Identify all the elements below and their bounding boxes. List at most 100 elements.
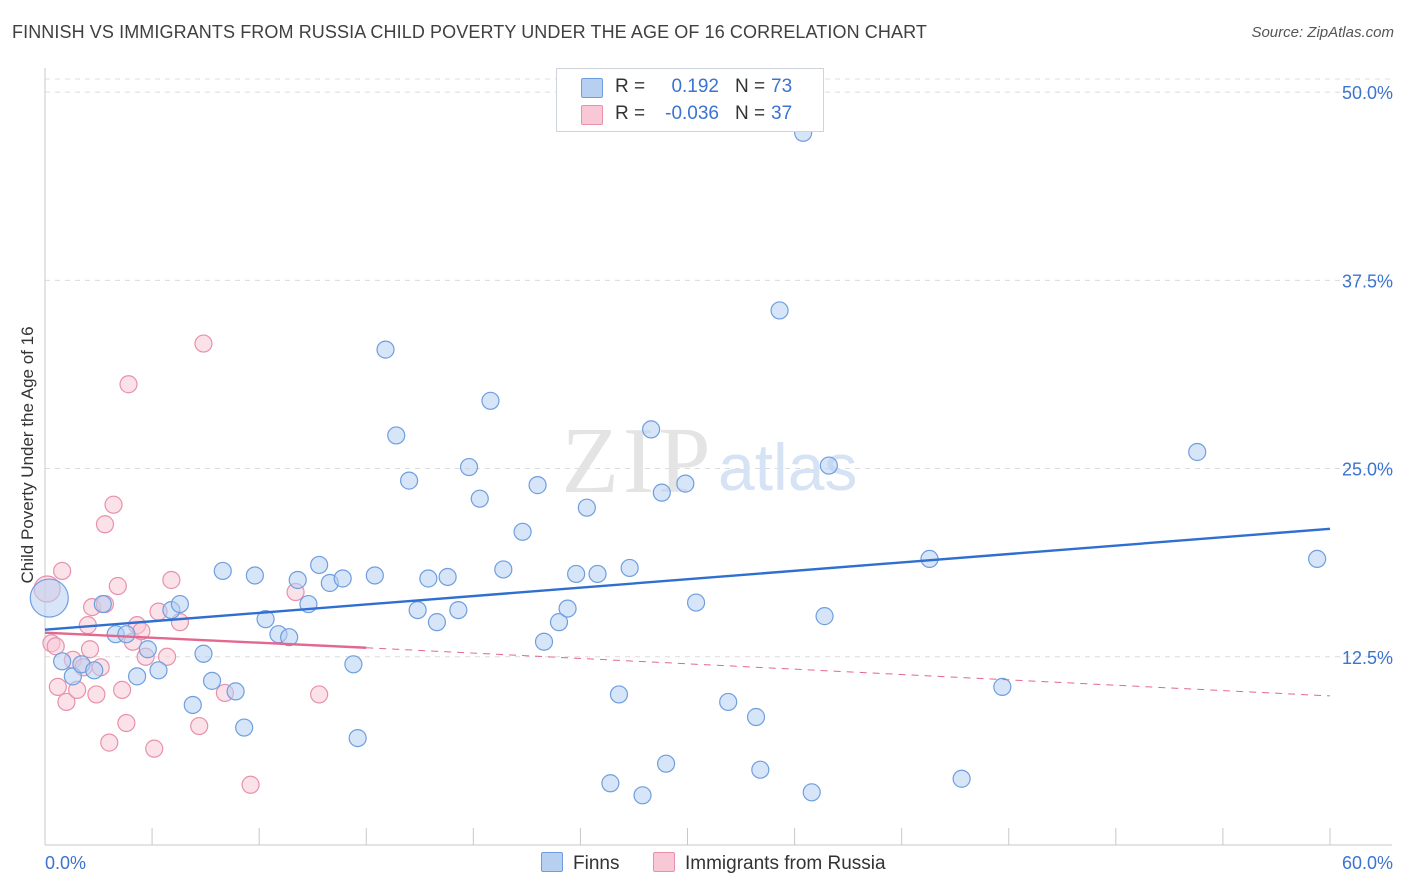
finns-point [1308,549,1327,569]
legend-n-value-russia: 37 [771,103,793,124]
finns-point [449,600,468,620]
finns-point [459,457,479,477]
finns-point [427,613,447,632]
finns-point [93,594,112,614]
finns-point [656,754,676,773]
y-tick-label: 37.5% [1342,271,1393,291]
finns-point [751,760,770,779]
russia-point [119,375,138,394]
bottom-legend-russia: Immigrants from Russia [653,852,886,875]
finns-point [127,667,147,686]
finns-point [256,610,275,629]
finns-point [399,471,419,490]
russia-point [95,515,115,534]
legend-n-label: N = [735,103,766,124]
finns-point [513,522,532,541]
russia-point [46,637,65,656]
russia-point [112,680,132,700]
russia-point [57,692,76,712]
legend-swatch-finns [581,78,603,98]
finns-point [528,476,547,495]
bottom-legend-swatch-russia [653,852,675,872]
finns-point [149,661,168,680]
finns-point [719,692,738,712]
finns-point [376,340,395,359]
russia-point [48,677,67,696]
finns-point [676,474,695,493]
y-tick-label: 12.5% [1342,648,1393,668]
y-tick-label: 50.0% [1342,83,1393,103]
bottom-legend-label-finns: Finns [573,853,620,874]
finns-point [183,695,202,715]
finns-point [601,774,620,793]
y-axis-label: Child Poverty Under the Age of 16 [18,326,37,584]
legend-n-value-finns: 73 [771,76,793,97]
tick-label-layer: 12.5% 25.0% 37.5% 50.0% 0.0% 60.0% [45,83,1393,873]
russia-point [162,570,181,590]
finns-point [408,600,427,620]
x-tick-label-min: 0.0% [45,853,86,873]
y-tick-label: 25.0% [1342,460,1393,480]
finns-point [348,728,367,748]
russia-point [145,739,164,758]
finns-point [577,498,596,517]
finns-point [641,420,661,439]
finns-point [481,391,500,410]
chart-title: FINNISH VS IMMIGRANTS FROM RUSSIA CHILD … [12,22,927,42]
finns-point [29,578,69,618]
finns-point [245,566,264,585]
finns-point [387,426,406,445]
finns-point [202,671,222,690]
bottom-legend-finns: Finns [541,852,619,875]
legend-r-label: R = [615,103,646,124]
finns-point [226,682,245,701]
trendline-layer [44,527,1331,697]
russia-point [80,640,100,659]
finns-points-layer [29,123,1327,805]
finns-point [770,301,789,320]
russia-trendline-extension [366,647,1331,697]
finns-point [288,570,307,590]
legend-r-value-finns: 0.192 [671,76,719,97]
x-tick-label-max: 60.0% [1342,853,1393,873]
finns-point [1188,442,1207,462]
finns-point [802,783,821,802]
finns-point [633,786,652,805]
finns-point [53,652,72,671]
finns-point [686,593,706,612]
finns-point [344,655,363,674]
russia-point [194,334,213,353]
finns-point [993,677,1012,696]
finns-point [558,599,577,618]
finns-point [534,632,554,651]
finns-point [494,560,513,579]
finns-point [419,569,438,588]
finns-point [609,685,629,704]
axis-layer [44,68,1392,846]
russia-point [190,716,209,736]
finns-point [85,661,104,680]
finns-point [952,769,971,788]
finns-point [819,456,838,475]
source-credit: Source: ZipAtlas.com [1251,24,1394,41]
russia-point [87,685,106,704]
grid-layer [45,78,1392,658]
russia-point [241,775,260,794]
russia-point [117,713,136,733]
finns-point [213,561,232,581]
watermark: ZIP atlas [562,409,858,513]
finns-point [567,564,586,584]
legend-r-value-russia: -0.036 [665,103,719,124]
russia-point [157,647,177,666]
russia-point [108,576,127,596]
finns-point [588,564,607,584]
finns-point [620,558,639,578]
legend-box: R = 0.192 N = 73 R = -0.036 N = 37 [556,68,824,132]
russia-points-layer [33,334,329,794]
finns-trendline [44,527,1331,631]
bottom-legend-swatch-finns [541,852,563,872]
finns-point [170,594,190,614]
russia-point [100,733,119,752]
bottom-legend: Finns Immigrants from Russia [0,852,1406,876]
